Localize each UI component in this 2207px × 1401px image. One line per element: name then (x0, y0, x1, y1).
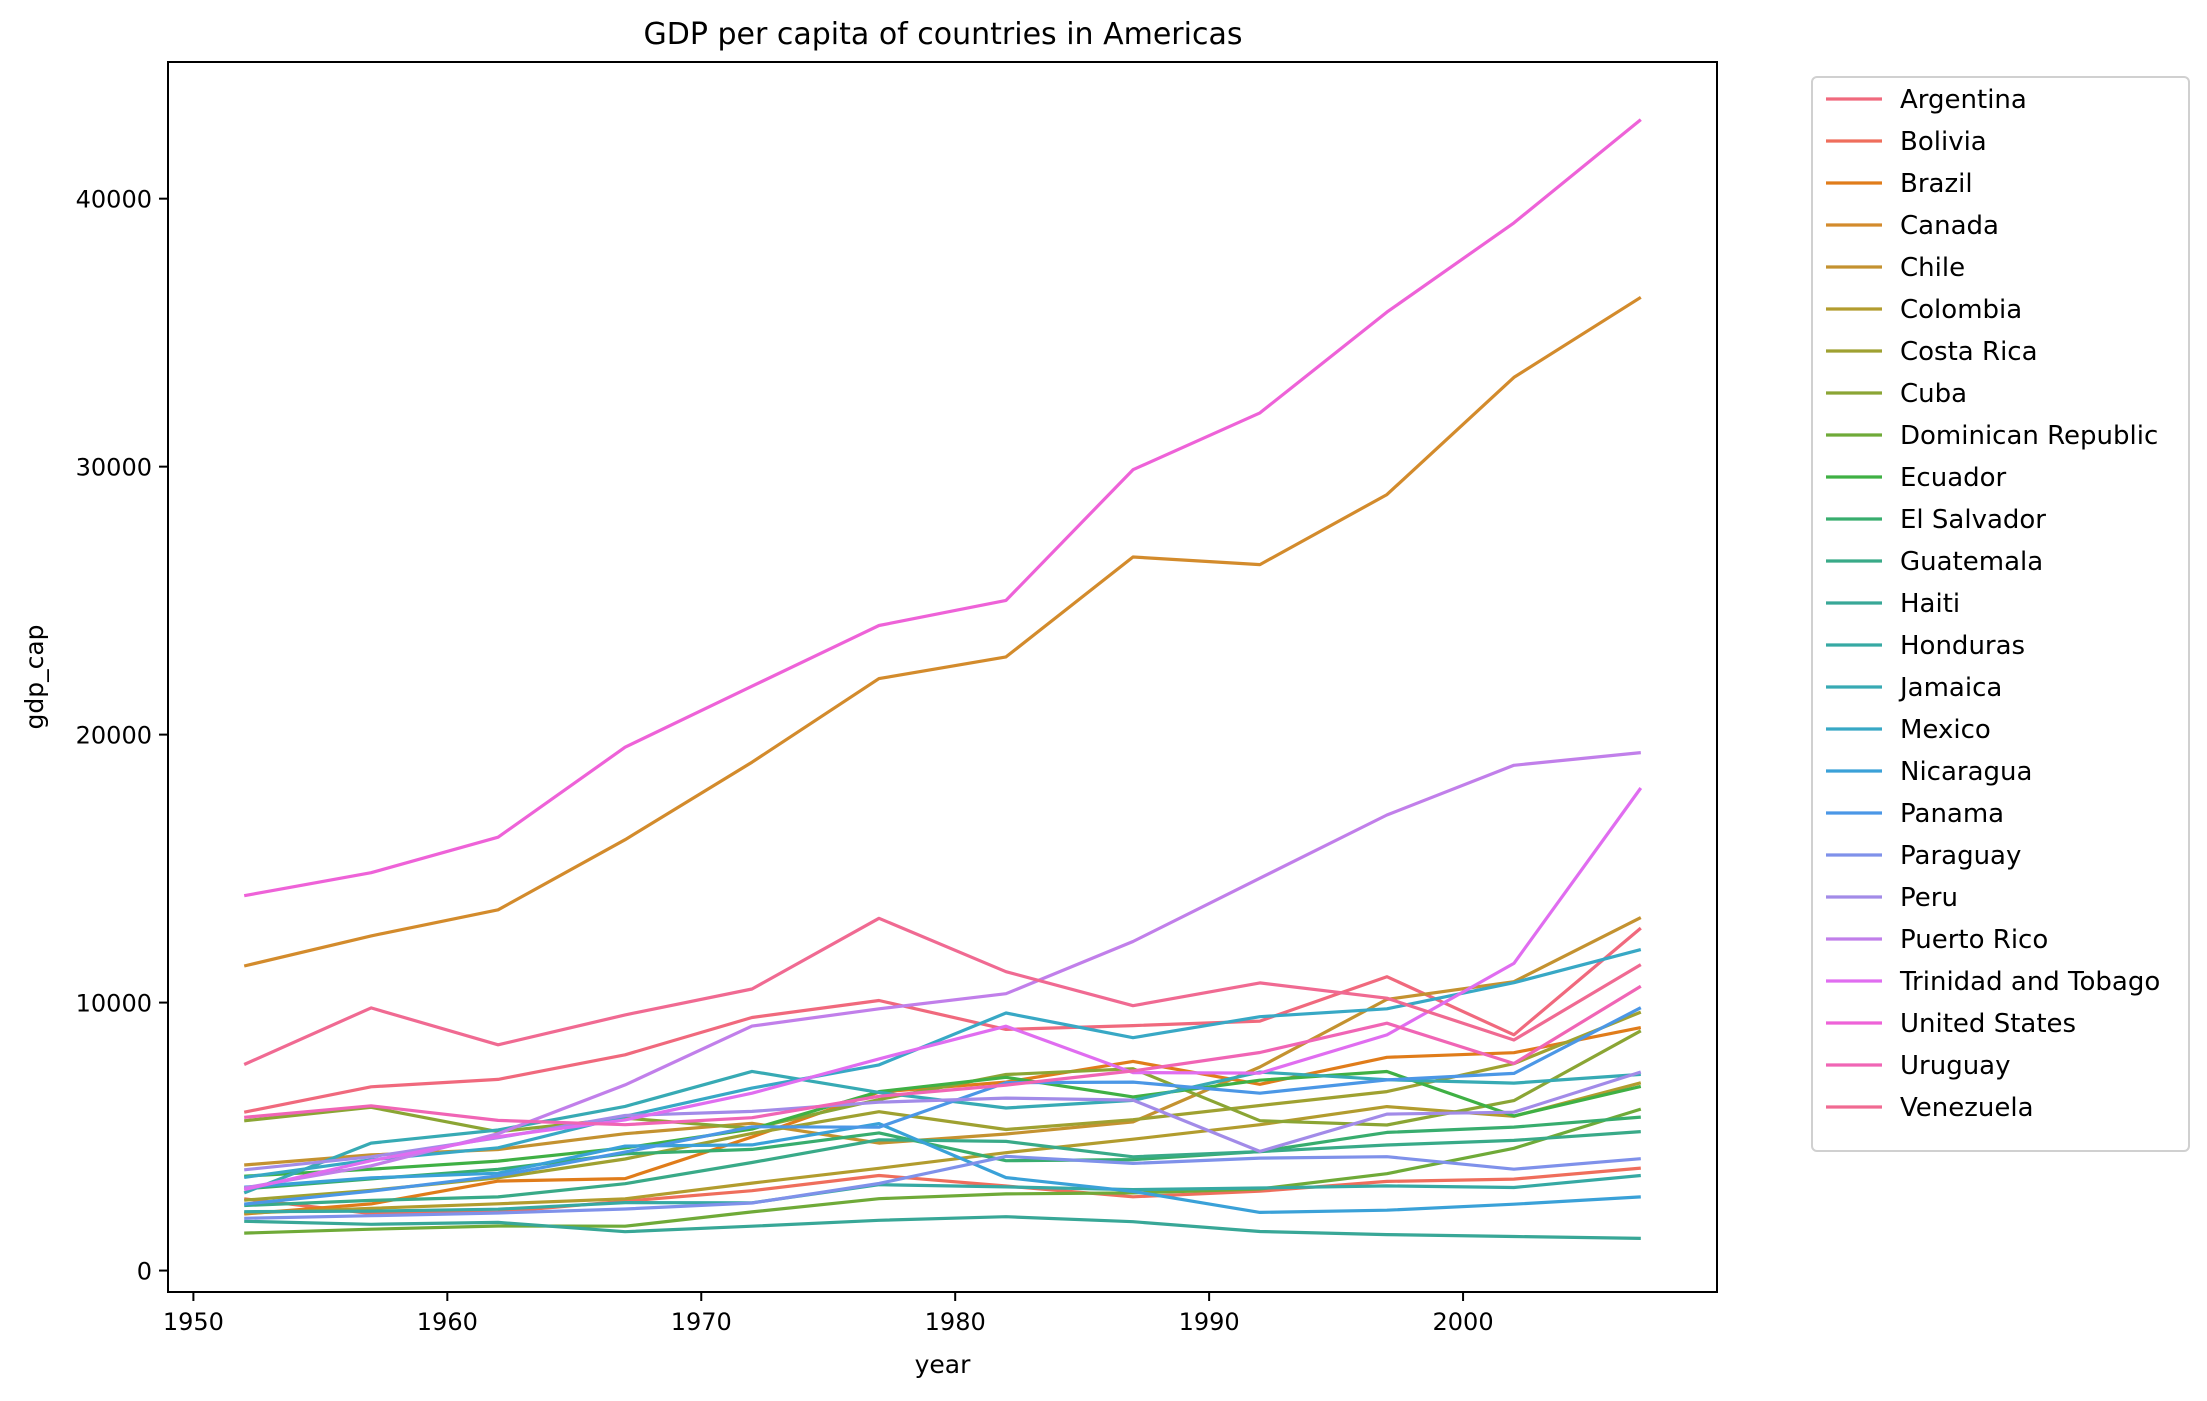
legend-label-paraguay: Paraguay (1900, 841, 2021, 871)
series-line-argentina (243, 926, 1642, 1114)
chart-title: GDP per capita of countries in Americas (644, 17, 1243, 52)
legend-label-venezuela: Venezuela (1900, 1093, 2034, 1123)
series-line-venezuela (243, 916, 1642, 1066)
x-tick-label: 1950 (163, 1308, 224, 1336)
y-tick-label: 30000 (76, 454, 152, 482)
series-line-el-salvador (244, 1115, 1641, 1191)
legend-label-puerto-rico: Puerto Rico (1900, 925, 2048, 955)
x-tick-label: 2000 (1433, 1308, 1494, 1336)
plot-area (243, 118, 1643, 1240)
x-tick-label: 1990 (1179, 1308, 1240, 1336)
x-axis: 1950 1960 1970 1980 1990 2000 (163, 1292, 1494, 1336)
x-tick-label: 1960 (417, 1308, 478, 1336)
legend-label-colombia: Colombia (1900, 295, 2022, 325)
legend-label-trinidad-and-tobago: Trinidad and Tobago (1899, 967, 2160, 997)
legend-label-united-states: United States (1900, 1009, 2076, 1039)
y-tick-label: 40000 (76, 186, 152, 214)
legend-label-canada: Canada (1900, 211, 1999, 241)
series-line-cuba (244, 1029, 1642, 1134)
y-axis: 0 10000 20000 30000 40000 (76, 186, 168, 1286)
series-line-panama (244, 1006, 1642, 1206)
legend-label-el-salvador: El Salvador (1900, 505, 2046, 535)
legend-label-cuba: Cuba (1900, 379, 1967, 409)
legend-label-argentina: Argentina (1900, 85, 2027, 115)
legend-label-dominican-republic: Dominican Republic (1900, 421, 2158, 451)
series-line-nicaragua (244, 1121, 1641, 1215)
y-tick-label: 10000 (76, 990, 152, 1018)
series-line-puerto-rico (243, 751, 1641, 1190)
legend-label-mexico: Mexico (1900, 715, 1991, 745)
series-line-dominican-republic (244, 1107, 1642, 1235)
legend-label-honduras: Honduras (1900, 631, 2025, 661)
legend: Argentina Bolivia Brazil Canada Chile Colombi… (1811, 76, 2190, 1152)
legend-label-guatemala: Guatemala (1900, 547, 2043, 577)
legend-label-panama: Panama (1900, 799, 2004, 829)
series-line-canada (243, 295, 1642, 968)
y-tick-label: 0 (137, 1258, 152, 1286)
legend-label-uruguay: Uruguay (1900, 1051, 2011, 1081)
series-line-trinidad-and-tobago (243, 787, 1643, 1192)
series-line-colombia (244, 1081, 1642, 1215)
legend-label-nicaragua: Nicaragua (1900, 757, 2032, 787)
legend-label-haiti: Haiti (1900, 589, 1960, 619)
legend-label-chile: Chile (1900, 253, 1965, 283)
series-line-honduras (244, 1173, 1641, 1214)
x-tick-label: 1980 (925, 1308, 986, 1336)
legend-label-ecuador: Ecuador (1900, 463, 2007, 493)
legend-label-costa-rica: Costa Rica (1900, 337, 2038, 367)
legend-label-brazil: Brazil (1900, 169, 1973, 199)
legend-label-jamaica: Jamaica (1898, 673, 2002, 703)
series-line-uruguay (244, 984, 1642, 1127)
legend-box (1811, 76, 2190, 1152)
series-line-haiti (244, 1215, 1641, 1240)
legend-label-peru: Peru (1900, 883, 1958, 913)
y-axis-label: gdp_cap (20, 624, 49, 729)
y-tick-label: 20000 (76, 722, 152, 750)
series-line-paraguay (244, 1154, 1641, 1220)
x-tick-label: 1970 (671, 1308, 732, 1336)
legend-label-bolivia: Bolivia (1900, 127, 1987, 157)
plot-frame (167, 61, 1718, 1293)
series-line-guatemala (244, 1130, 1641, 1208)
x-axis-label: year (915, 1350, 971, 1379)
series-line-united-states (243, 118, 1642, 898)
